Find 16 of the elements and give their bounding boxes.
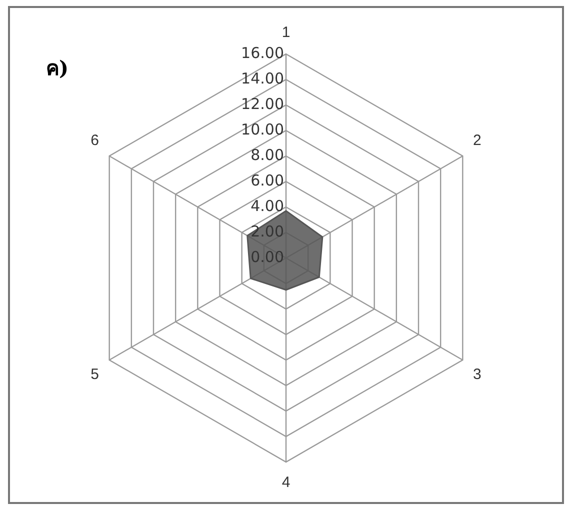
text: ค) [46,55,68,82]
spoke-label: 1 [282,24,290,42]
y-tick-label: 4.00 [250,196,284,215]
y-tick-label: 2.00 [250,222,284,240]
y-tick-label: 16.00 [241,44,284,62]
y-tick-label: 8.00 [250,146,284,164]
spoke-label: 4 [282,474,290,492]
spoke-label: 6 [90,132,99,150]
spoke-label: 5 [90,366,99,384]
y-tick-label: 12.00 [241,94,284,113]
y-tick-label: 0.00 [250,248,284,266]
spoke-label: 2 [473,132,482,150]
y-tick-label: 14.00 [241,69,284,88]
y-tick-label: 10.00 [241,120,284,138]
y-tick-label: 6.00 [250,171,284,190]
spoke-label: 3 [473,366,482,384]
